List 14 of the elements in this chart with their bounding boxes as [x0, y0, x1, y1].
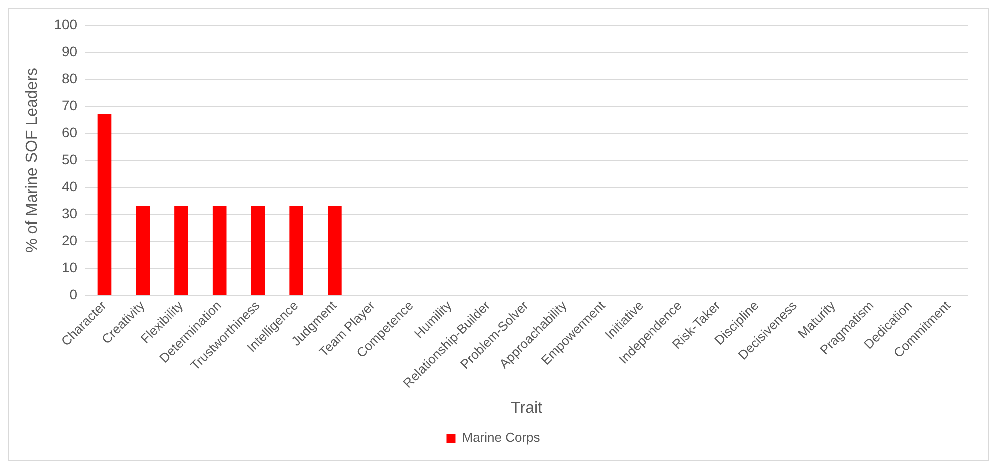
legend-label: Marine Corps — [462, 430, 541, 446]
x-axis-title: Trait — [511, 400, 544, 417]
y-tick-label: 50 — [62, 151, 78, 168]
y-tick-label: 40 — [62, 178, 78, 194]
y-tick-label: 90 — [62, 43, 78, 60]
y-tick-label: 10 — [62, 259, 78, 276]
y-tick-label: 100 — [54, 16, 78, 32]
y-axis-title: % of Marine SOF Leaders — [24, 68, 42, 253]
y-tick-label: 0 — [70, 286, 78, 302]
y-tick-label: 60 — [62, 124, 78, 140]
y-tick-label: 70 — [62, 97, 78, 114]
y-tick-label: 80 — [62, 70, 78, 86]
y-tick-label: 20 — [62, 232, 78, 248]
y-tick-label: 30 — [62, 205, 78, 222]
